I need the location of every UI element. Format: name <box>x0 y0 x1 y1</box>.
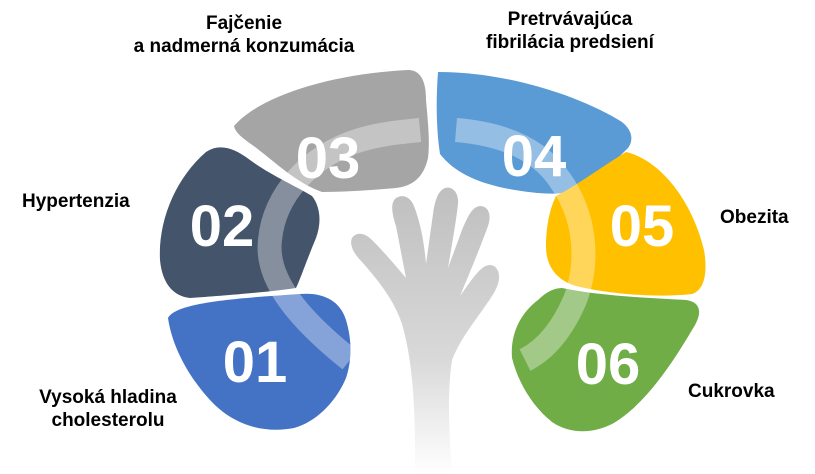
segment-number-01: 01 <box>223 330 288 395</box>
label-04-line-2: fibrilácia predsiení <box>486 32 654 53</box>
label-03-line-1: Fajčenie <box>205 13 283 34</box>
label-01-line-2: cholesterolu <box>51 410 165 431</box>
label-04: Pretrvávajúca fibrilácia predsiení <box>455 8 685 54</box>
label-06: Cukrovka <box>688 380 775 403</box>
highlight-arc <box>257 118 596 371</box>
label-05-line-1: Obezita <box>720 207 789 228</box>
label-02: Hypertenzia <box>22 190 130 213</box>
label-03: Fajčenie a nadmerná konzumácia <box>104 12 384 58</box>
segment-01 <box>168 293 351 430</box>
segment-05 <box>546 152 706 296</box>
label-06-line-1: Cukrovka <box>688 381 775 402</box>
segment-06 <box>511 288 700 432</box>
label-01: Vysoká hladina cholesterolu <box>22 386 194 432</box>
label-04-line-1: Pretrvávajúca <box>507 9 633 30</box>
open-hand-icon <box>351 187 500 474</box>
segment-number-04: 04 <box>502 124 567 189</box>
segment-03 <box>234 70 429 192</box>
segment-number-02: 02 <box>190 194 255 259</box>
label-03-line-2: a nadmerná konzumácia <box>133 36 355 57</box>
segment-number-06: 06 <box>576 332 641 397</box>
segment-number-03: 03 <box>296 126 361 191</box>
segment-04 <box>436 72 632 194</box>
segment-number-05: 05 <box>610 194 675 259</box>
label-05: Obezita <box>720 206 789 229</box>
label-01-line-1: Vysoká hladina <box>39 387 177 408</box>
segment-02 <box>159 147 320 298</box>
label-02-line-1: Hypertenzia <box>22 191 130 212</box>
